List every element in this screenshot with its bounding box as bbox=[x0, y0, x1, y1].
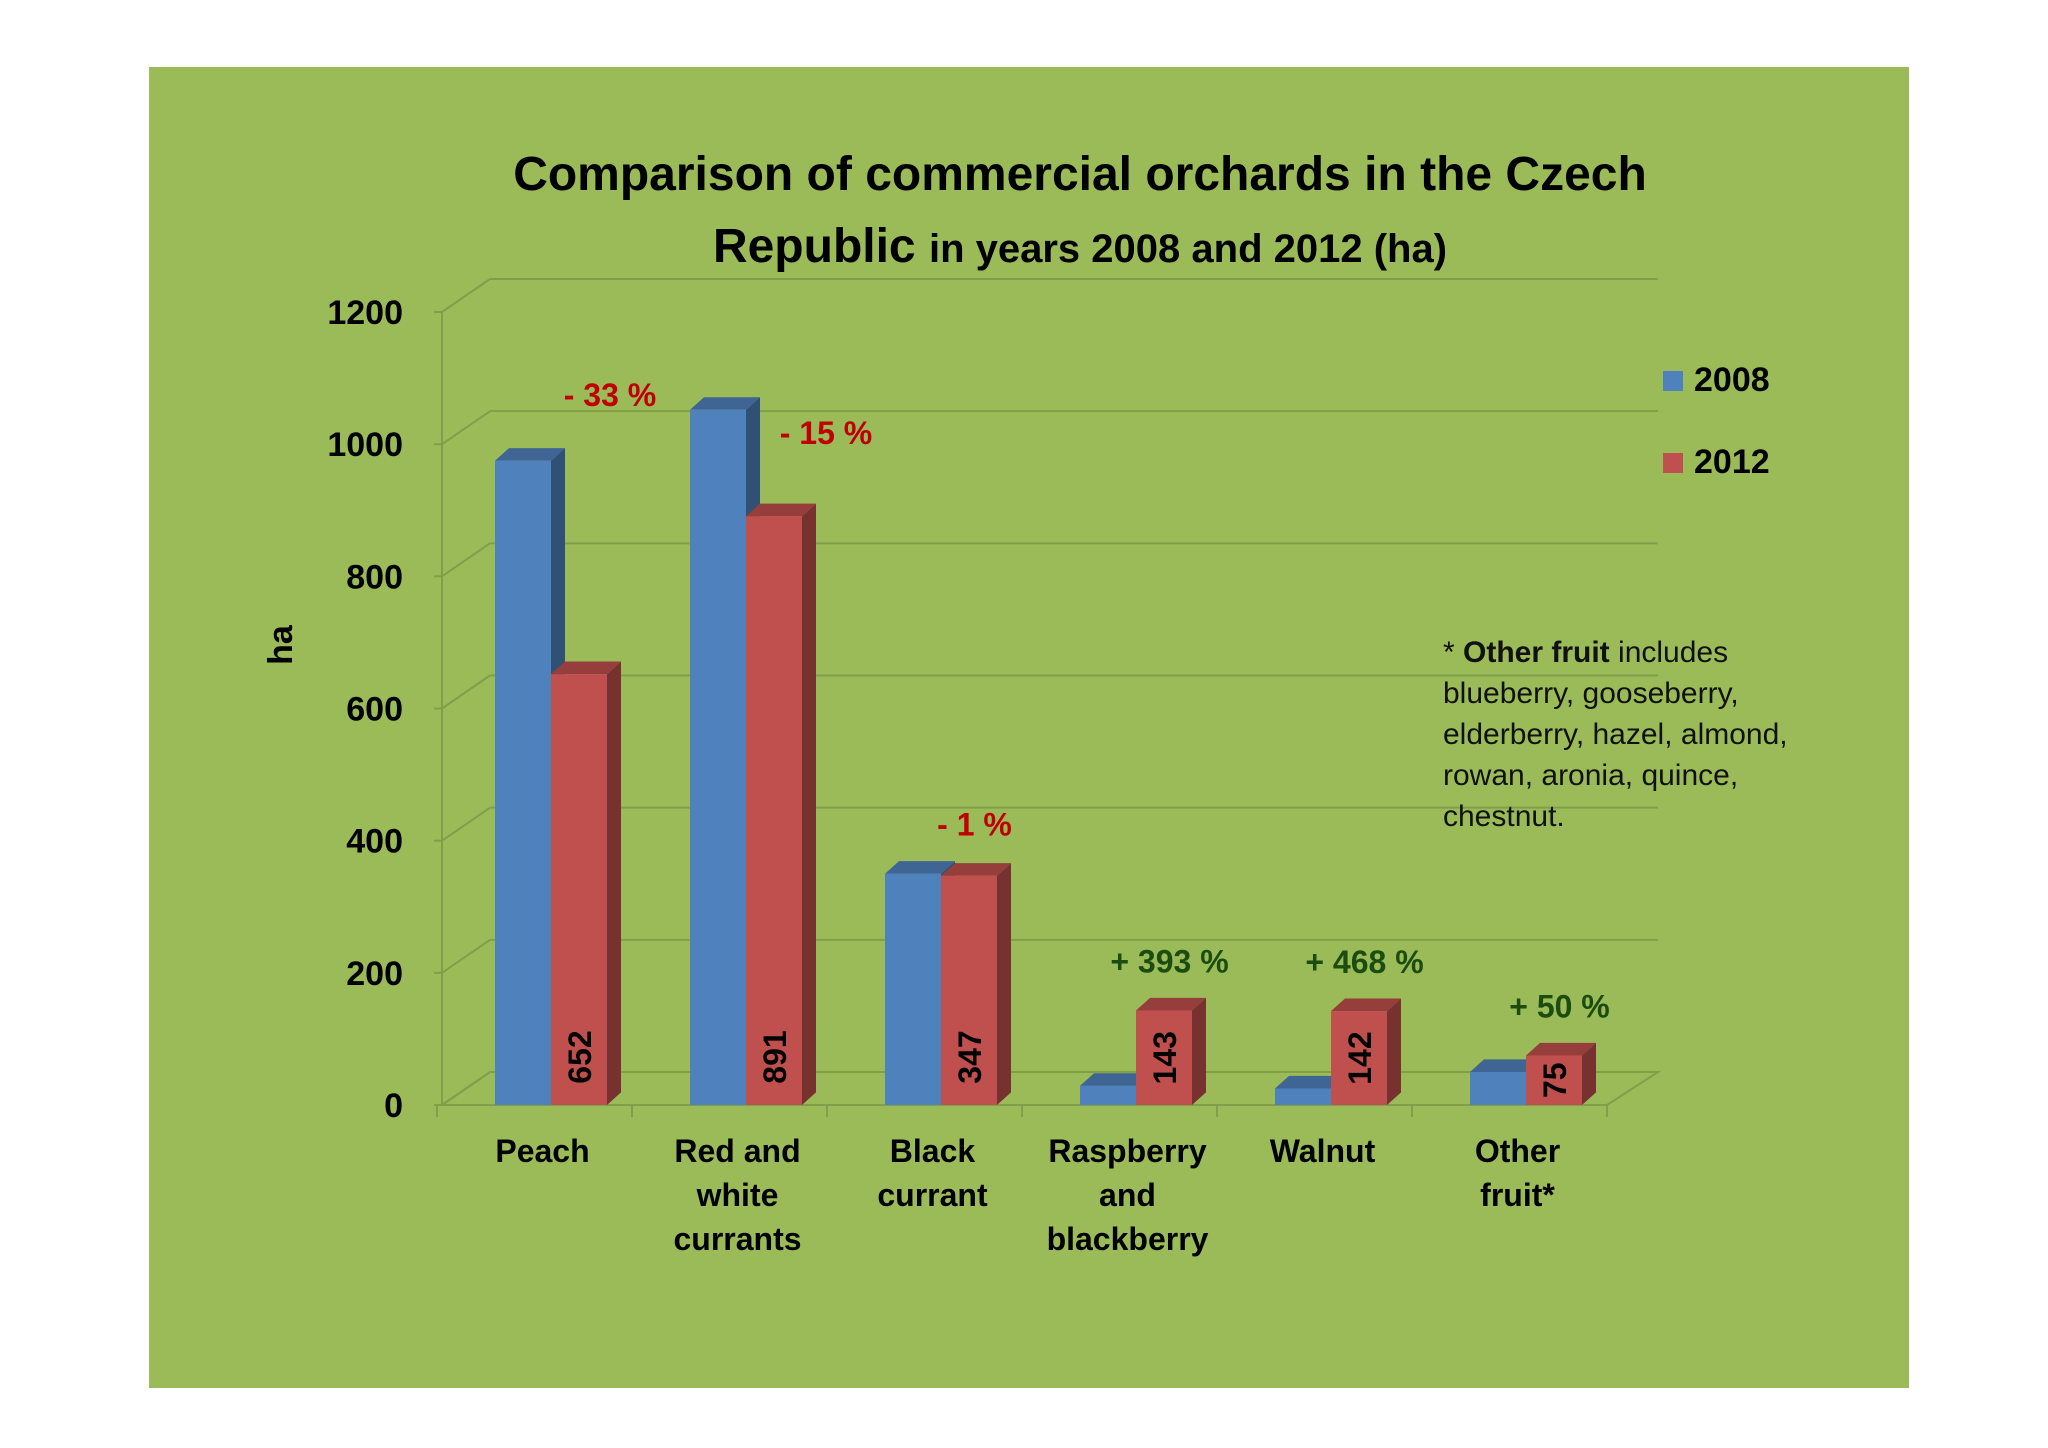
gridline-depth bbox=[441, 278, 491, 313]
category-label: white bbox=[696, 1177, 779, 1213]
bar-2008-top bbox=[1470, 1059, 1540, 1072]
category-label: Walnut bbox=[1270, 1133, 1376, 1169]
category-label: Other bbox=[1475, 1133, 1560, 1169]
chart-title-line1: Comparison of commercial orchards in the… bbox=[513, 148, 1647, 201]
bar-2008-front bbox=[1275, 1088, 1331, 1105]
y-tick-label: 0 bbox=[384, 1087, 403, 1125]
bar-2012-top bbox=[551, 661, 621, 675]
other-fruit-note: * Other fruit includes blueberry, gooseb… bbox=[1443, 632, 1803, 837]
bar-2008-front bbox=[885, 873, 941, 1105]
bar-2008-front bbox=[495, 460, 551, 1105]
bar-2008-top bbox=[1080, 1073, 1150, 1086]
bar-2008-top bbox=[1275, 1075, 1345, 1089]
change-label: - 1 % bbox=[937, 807, 1012, 843]
bar-2012-top bbox=[1526, 1042, 1596, 1056]
category-label: currant bbox=[877, 1177, 988, 1213]
bar-2012-front bbox=[941, 875, 997, 1105]
y-tick-label: 400 bbox=[346, 823, 403, 861]
y-tick-label: 600 bbox=[346, 691, 403, 729]
bar-2012-side bbox=[1387, 998, 1401, 1105]
change-label: + 468 % bbox=[1305, 944, 1423, 980]
note-rest: includes blueberry, gooseberry, elderber… bbox=[1443, 636, 1788, 833]
y-tick-label: 200 bbox=[346, 955, 403, 993]
gridline-depth bbox=[441, 542, 491, 578]
bar-2012-side bbox=[607, 661, 621, 1105]
gridline-depth bbox=[441, 674, 491, 710]
bar-2012-front bbox=[1526, 1055, 1582, 1105]
y-tick-label: 1200 bbox=[327, 294, 403, 332]
chart-title-rest: in years 2008 and 2012 (ha) bbox=[929, 227, 1447, 271]
change-label: - 33 % bbox=[564, 377, 656, 413]
value-label-2012: 652 bbox=[562, 1030, 598, 1083]
category-label: Peach bbox=[495, 1133, 589, 1169]
bar-2012 bbox=[941, 863, 1011, 1105]
legend-swatch-2008 bbox=[1663, 371, 1683, 391]
bar-2008-top bbox=[495, 448, 565, 461]
value-label-2012: 143 bbox=[1147, 1031, 1183, 1084]
category-label: currants bbox=[673, 1221, 801, 1257]
bar-2012 bbox=[746, 503, 816, 1105]
bar-2012-front bbox=[746, 516, 802, 1105]
category-label: blackberry bbox=[1047, 1221, 1209, 1257]
bar-2012 bbox=[551, 661, 621, 1105]
bar-2012-side bbox=[802, 503, 816, 1105]
change-label: + 393 % bbox=[1110, 944, 1228, 980]
bar-2012-side bbox=[1192, 997, 1206, 1105]
note-bold: Other fruit bbox=[1463, 636, 1610, 669]
change-label: + 50 % bbox=[1509, 988, 1610, 1024]
chart-title-bold: Republic bbox=[713, 220, 929, 273]
legend-label-2008: 2008 bbox=[1694, 361, 1770, 399]
bar-2012-top bbox=[746, 503, 816, 517]
chart-title-line2: Republic in years 2008 and 2012 (ha) bbox=[713, 220, 1447, 273]
bar-2008-top bbox=[690, 397, 760, 410]
legend-label-2012: 2012 bbox=[1694, 443, 1770, 481]
gridline-depth bbox=[441, 410, 491, 445]
bar-2008-front bbox=[690, 409, 746, 1105]
note-prefix: * bbox=[1443, 636, 1464, 669]
value-label-2012: 891 bbox=[757, 1030, 793, 1083]
value-label-2012: 142 bbox=[1342, 1031, 1378, 1084]
bar-2008-top bbox=[885, 861, 955, 874]
category-label: and bbox=[1099, 1177, 1156, 1213]
category-label: Raspberry bbox=[1048, 1133, 1207, 1169]
bar-2012-top bbox=[1136, 997, 1206, 1011]
bar-2012-front bbox=[551, 674, 607, 1105]
bar-2012-top bbox=[1331, 998, 1401, 1012]
bar-2012-side bbox=[1582, 1042, 1596, 1105]
bar-2012-front bbox=[1331, 1011, 1387, 1105]
floor bbox=[436, 312, 1662, 1117]
y-axis-label: ha bbox=[262, 624, 300, 665]
bar-2008-front bbox=[1470, 1071, 1526, 1105]
change-label: - 15 % bbox=[780, 415, 872, 451]
value-label-2012: 347 bbox=[952, 1030, 988, 1083]
category-label: fruit* bbox=[1480, 1177, 1555, 1213]
value-label-2012: 75 bbox=[1537, 1062, 1573, 1098]
category-label: Red and bbox=[674, 1133, 800, 1169]
legend-swatch-2012 bbox=[1663, 453, 1683, 473]
bar-2008-front bbox=[1080, 1085, 1136, 1105]
gridline-depth bbox=[441, 806, 491, 842]
bar-2012-side bbox=[997, 863, 1011, 1105]
bar-2012-front bbox=[1136, 1010, 1192, 1105]
y-tick-label: 800 bbox=[346, 558, 403, 596]
y-tick-label: 1000 bbox=[327, 426, 403, 464]
bar-2012 bbox=[1526, 1042, 1596, 1105]
bar-2012 bbox=[1331, 998, 1401, 1105]
bar-2012 bbox=[1136, 997, 1206, 1105]
category-label: Black bbox=[890, 1133, 976, 1169]
bar-2008 bbox=[495, 448, 565, 1105]
gridline-depth bbox=[441, 939, 491, 974]
bar-2012-top bbox=[941, 863, 1011, 876]
